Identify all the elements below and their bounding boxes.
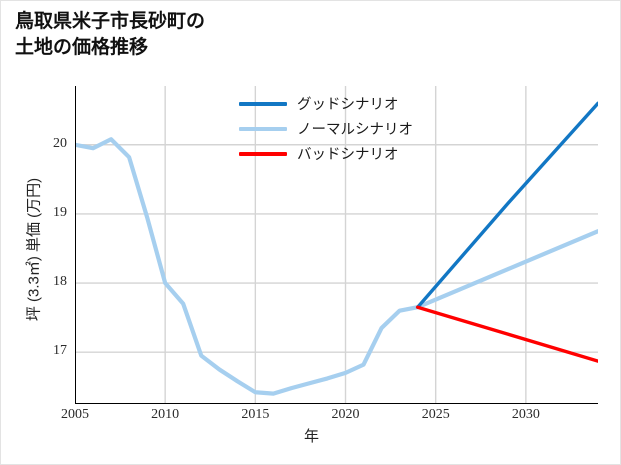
x-axis-label: 年	[303, 428, 319, 445]
plot-area	[75, 86, 598, 404]
y-axis-label: 坪 (3.3㎡) 単価 (万円)	[25, 177, 43, 322]
y-tick-19: 19	[53, 204, 67, 220]
x-tick-2025: 2025	[421, 407, 450, 422]
y-tick-20: 20	[53, 135, 67, 151]
legend-label-bad: バッドシナリオ	[297, 147, 399, 163]
y-tick-18: 18	[53, 274, 67, 290]
legend-swatch-normal	[239, 126, 287, 131]
series-line-bad	[415, 305, 598, 363]
y-tick-17: 17	[53, 343, 67, 359]
series-line-normal	[75, 137, 598, 396]
series-line-good	[415, 101, 598, 309]
legend-item-bad[interactable]: バッドシナリオ	[239, 141, 469, 166]
x-tick-2030: 2030	[511, 407, 540, 422]
chart-legend: グッドシナリオ ノーマルシナリオ バッドシナリオ	[239, 91, 469, 166]
legend-item-good[interactable]: グッドシナリオ	[239, 91, 469, 116]
legend-item-normal[interactable]: ノーマルシナリオ	[239, 116, 469, 141]
legend-label-good: グッドシナリオ	[297, 97, 399, 113]
legend-swatch-bad	[239, 151, 287, 156]
chart-canvas	[75, 86, 598, 404]
x-tick-2005: 2005	[61, 407, 89, 422]
x-tick-2020: 2020	[331, 407, 360, 422]
series-lines	[75, 101, 598, 396]
legend-swatch-good	[239, 101, 287, 106]
page-title: 鳥取県米子市長砂町の 土地の価格推移	[15, 11, 206, 58]
x-tick-2010: 2010	[151, 407, 180, 422]
gridlines	[75, 86, 598, 404]
x-tick-2015: 2015	[241, 407, 270, 422]
legend-label-normal: ノーマルシナリオ	[297, 122, 413, 138]
